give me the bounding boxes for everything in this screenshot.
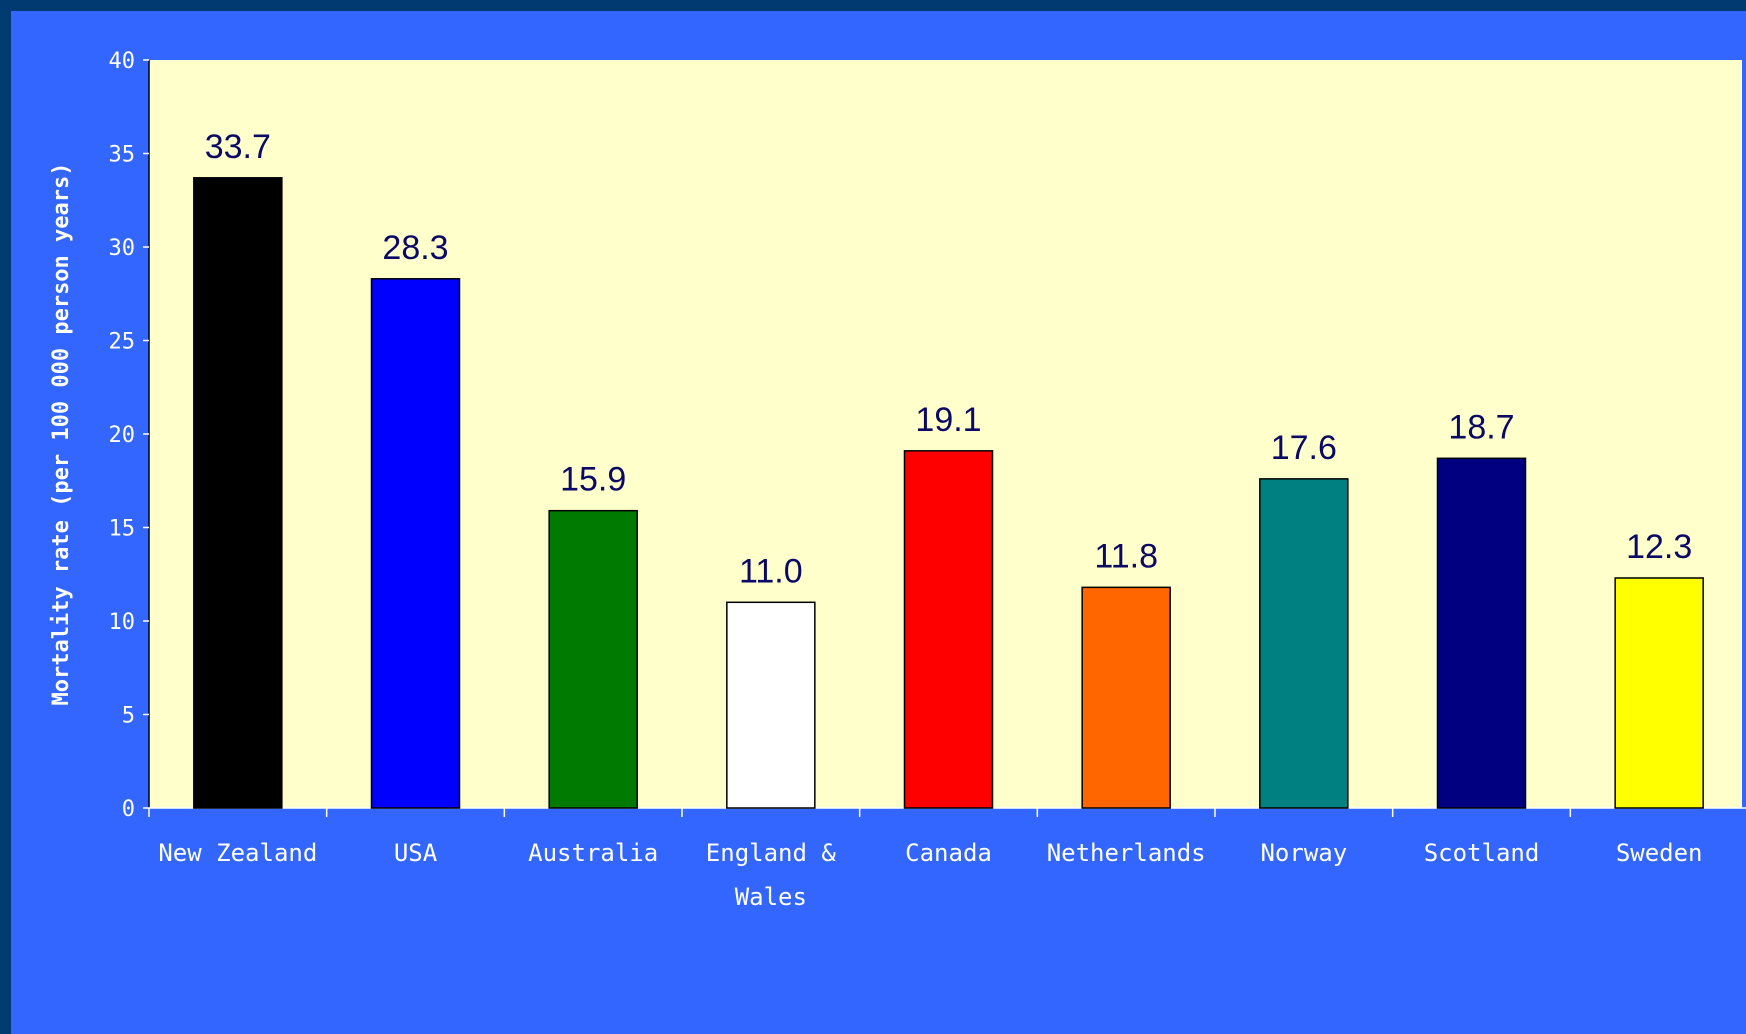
data-label: 33.7 xyxy=(205,128,271,166)
data-labels-group: 33.7 28.3 15.9 11.0 19.1 11.8 17.6 18.7 12.3 xyxy=(205,128,1693,590)
bar-chart: 0 5 10 15 20 25 30 35 40 New Zealand USA Australia… xyxy=(49,49,1746,911)
x-axis: New Zealand USA Australia England & Wales Can… xyxy=(148,807,1746,911)
x-tick-label: England & Wales xyxy=(706,839,837,911)
x-tick-label: Canada xyxy=(905,839,992,867)
x-tick-label: Netherlands xyxy=(1047,839,1206,867)
x-tick-label: Australia xyxy=(528,839,658,867)
bar-usa xyxy=(370,278,461,809)
bar-canada xyxy=(903,450,994,809)
y-tick-label: 35 xyxy=(109,143,136,168)
data-label: 11.0 xyxy=(739,552,803,590)
y-tick-label: 40 xyxy=(109,49,136,74)
bar-new-zealand xyxy=(193,177,283,809)
bar-scotland xyxy=(1436,457,1527,809)
y-axis: 0 5 10 15 20 25 30 35 40 xyxy=(109,49,150,822)
x-tick-label: Scotland xyxy=(1424,839,1540,867)
bars-group xyxy=(193,177,1704,809)
data-label: 19.1 xyxy=(915,401,981,439)
bar-sweden xyxy=(1614,577,1704,809)
bar-netherlands xyxy=(1081,586,1171,809)
bar-england-wales xyxy=(726,601,816,809)
bar-norway xyxy=(1259,478,1349,809)
x-tick-label: Sweden xyxy=(1616,839,1703,867)
data-label: 15.9 xyxy=(560,461,626,499)
data-label: 12.3 xyxy=(1626,528,1692,566)
y-tick-label: 10 xyxy=(109,610,136,635)
x-tick-label: Norway xyxy=(1260,839,1347,867)
y-tick-label: 5 xyxy=(122,704,135,729)
x-tick-label: USA xyxy=(394,839,438,867)
slide-background: 0 5 10 15 20 25 30 35 40 New Zealand USA Australia… xyxy=(11,11,1746,1034)
data-label: 17.6 xyxy=(1271,429,1337,467)
y-tick-label: 0 xyxy=(122,797,135,822)
data-label: 18.7 xyxy=(1448,408,1514,446)
bar-australia xyxy=(548,509,638,809)
data-label: 11.8 xyxy=(1094,537,1158,575)
data-label: 28.3 xyxy=(382,229,448,267)
x-tick-label: New Zealand xyxy=(158,839,317,867)
y-axis-label: Mortality rate (per 100 000 person years… xyxy=(49,162,74,705)
y-tick-label: 20 xyxy=(109,423,136,448)
y-tick-label: 25 xyxy=(109,330,136,355)
y-tick-label: 30 xyxy=(109,236,136,261)
y-tick-label: 15 xyxy=(109,517,136,542)
